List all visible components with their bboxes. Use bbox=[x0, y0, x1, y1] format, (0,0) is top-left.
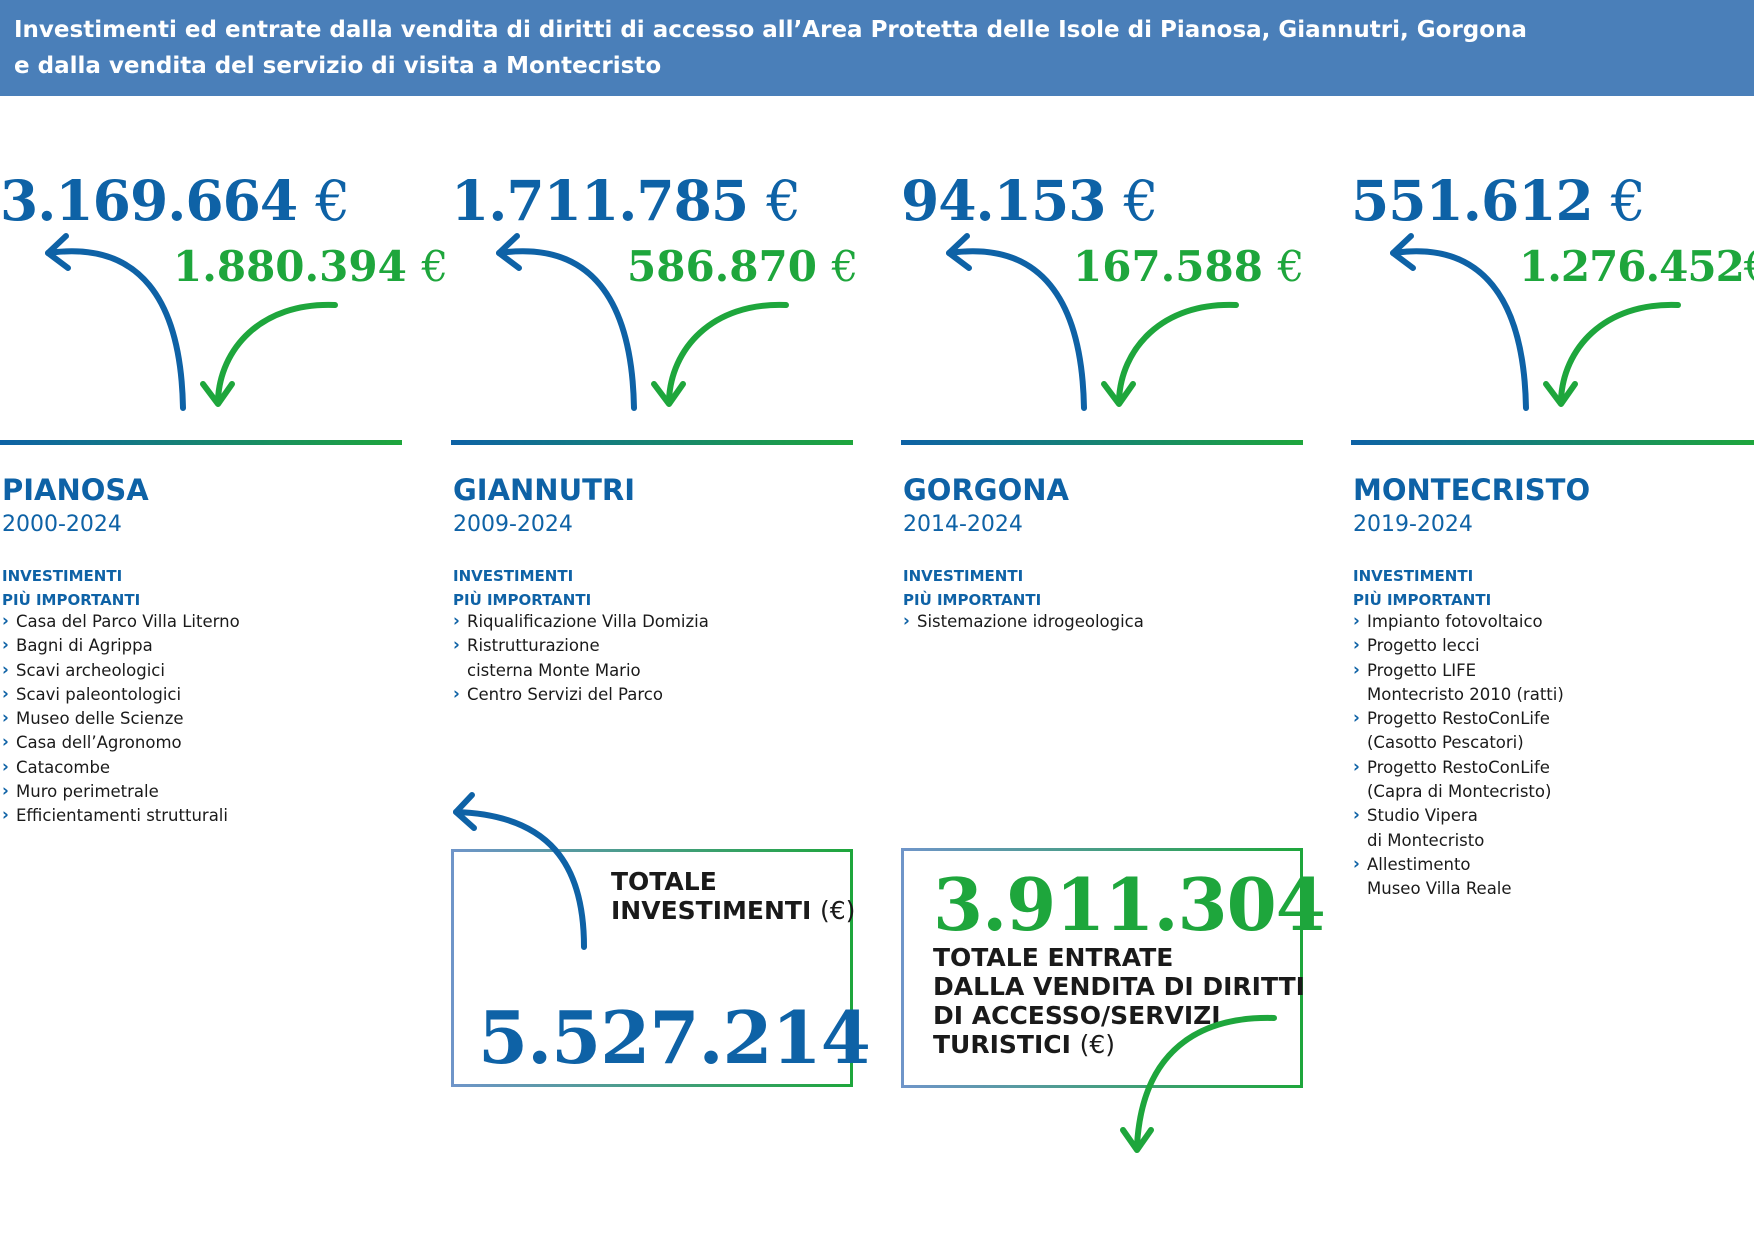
revenue-amount: 586.870 € bbox=[627, 242, 859, 291]
investments-label: INVESTIMENTI PIÙ IMPORTANTI bbox=[453, 567, 592, 609]
list-item: cisterna Monte Mario bbox=[467, 660, 641, 680]
total-revenues-title: TOTALE ENTRATE DALLA VENDITA DI DIRITTI … bbox=[933, 943, 1305, 1059]
list-item: (Casotto Pescatori) bbox=[1367, 733, 1524, 753]
total-revenues-box: 3.911.304 TOTALE ENTRATE DALLA VENDITA D… bbox=[901, 848, 1326, 1088]
page-title-line-1: Investimenti ed entrate dalla vendita di… bbox=[14, 17, 1527, 43]
total-investments-title: TOTALE INVESTIMENTI (€) bbox=[611, 867, 856, 925]
revenue-arrowhead bbox=[1101, 381, 1136, 407]
list-item: Museo delle Scienze bbox=[2, 706, 240, 731]
list-item: Catacombe bbox=[2, 755, 240, 780]
revenue-arrow bbox=[215, 301, 338, 403]
revenue-arrowhead bbox=[651, 381, 686, 407]
list-item: Bagni di Agrippa bbox=[2, 633, 240, 658]
list-item: Centro Servizi del Parco bbox=[453, 682, 709, 707]
list-item: Impianto fotovoltaico bbox=[1353, 609, 1564, 634]
list-item: Progetto RestoConLife bbox=[1353, 706, 1564, 731]
island-montecristo: 551.612 € 1.276.452€ MONTECRISTO 2019-20… bbox=[1351, 160, 1754, 920]
list-item: Progetto lecci bbox=[1353, 633, 1564, 658]
island-gorgona: 94.153 € 167.588 € GORGONA 2014-2024 INV… bbox=[901, 160, 1321, 920]
list-item: Ristrutturazione bbox=[453, 633, 709, 658]
island-giannutri: 1.711.785 € 586.870 € GIANNUTRI 2009-202… bbox=[451, 160, 871, 920]
list-item: Museo Villa Reale bbox=[1367, 879, 1512, 899]
total-investments-value: 5.527.214 bbox=[478, 995, 871, 1080]
investment-arrow bbox=[453, 809, 587, 950]
island-years: 2014-2024 bbox=[903, 512, 1023, 537]
list-item: Montecristo 2010 (ratti) bbox=[1367, 684, 1564, 704]
list-item: Sistemazione idrogeologica bbox=[903, 609, 1144, 634]
list-item: Scavi paleontologici bbox=[2, 682, 240, 707]
investments-label: INVESTIMENTI PIÙ IMPORTANTI bbox=[1353, 567, 1492, 609]
island-name: GIANNUTRI bbox=[453, 473, 636, 507]
investments-list: Riqualificazione Villa Domizia Ristruttu… bbox=[453, 609, 709, 707]
total-investments-arrow bbox=[453, 792, 587, 950]
list-item: Riqualificazione Villa Domizia bbox=[453, 609, 709, 634]
investments-list: Impianto fotovoltaico Progetto lecci Pro… bbox=[1353, 609, 1564, 902]
list-item: Allestimento bbox=[1353, 852, 1564, 877]
investment-amount: 551.612 € bbox=[1351, 168, 1646, 233]
page-header: Investimenti ed entrate dalla vendita di… bbox=[0, 0, 1754, 96]
investment-arrow bbox=[1390, 248, 1529, 411]
flow-arrows bbox=[1390, 233, 1681, 411]
divider-line bbox=[901, 440, 1303, 445]
list-item: Efficientamenti strutturali bbox=[2, 803, 240, 828]
revenue-arrow bbox=[666, 301, 789, 403]
island-pianosa: 3.169.664 € 1.880.394 € PIANOSA 2000-202… bbox=[0, 160, 448, 920]
divider-line bbox=[451, 440, 853, 445]
divider-line bbox=[0, 440, 402, 445]
flow-arrows bbox=[45, 233, 338, 411]
island-name: GORGONA bbox=[903, 473, 1069, 507]
revenue-arrow bbox=[1558, 301, 1681, 403]
total-investments-box: TOTALE INVESTIMENTI (€) 5.527.214 bbox=[451, 849, 871, 1087]
investments-list: Casa del Parco Villa Literno Bagni di Ag… bbox=[2, 609, 240, 829]
revenue-amount: 1.880.394 € bbox=[173, 242, 449, 291]
investment-amount: 1.711.785 € bbox=[451, 168, 801, 233]
list-item: Progetto RestoConLife bbox=[1353, 755, 1564, 780]
investment-arrowhead bbox=[496, 233, 522, 271]
list-item: Casa del Parco Villa Literno bbox=[2, 609, 240, 634]
revenue-arrowhead bbox=[1120, 1127, 1154, 1153]
island-name: MONTECRISTO bbox=[1353, 473, 1591, 507]
revenue-arrowhead bbox=[1543, 381, 1578, 407]
island-years: 2009-2024 bbox=[453, 512, 573, 537]
revenue-amount: 167.588 € bbox=[1073, 242, 1305, 291]
investment-arrowhead bbox=[1390, 233, 1416, 271]
revenue-arrow bbox=[1134, 1014, 1277, 1149]
flow-arrows bbox=[496, 233, 789, 411]
list-item: Scavi archeologici bbox=[2, 658, 240, 683]
total-revenues-value: 3.911.304 bbox=[933, 862, 1326, 947]
list-item: Studio Vipera bbox=[1353, 803, 1564, 828]
page-title-line-2: e dalla vendita del servizio di visita a… bbox=[14, 53, 662, 79]
revenue-arrowhead bbox=[200, 381, 235, 407]
list-item: di Montecristo bbox=[1367, 830, 1485, 850]
investment-arrowhead bbox=[45, 233, 71, 271]
revenue-arrow bbox=[1116, 301, 1239, 403]
investments-label: INVESTIMENTI PIÙ IMPORTANTI bbox=[2, 567, 141, 609]
list-item: (Capra di Montecristo) bbox=[1367, 782, 1552, 802]
list-item: Progetto LIFE bbox=[1353, 658, 1564, 683]
list-item: Muro perimetrale bbox=[2, 779, 240, 804]
investment-arrowhead bbox=[946, 233, 972, 271]
investment-amount: 3.169.664 € bbox=[0, 168, 350, 233]
investment-arrowhead bbox=[453, 792, 477, 831]
flow-arrows bbox=[946, 233, 1239, 411]
investments-label: INVESTIMENTI PIÙ IMPORTANTI bbox=[903, 567, 1042, 609]
divider-line bbox=[1351, 440, 1754, 445]
island-name: PIANOSA bbox=[2, 473, 149, 507]
island-years: 2019-2024 bbox=[1353, 512, 1473, 537]
island-years: 2000-2024 bbox=[2, 512, 122, 537]
revenue-amount: 1.276.452€ bbox=[1519, 242, 1754, 291]
investment-arrow bbox=[496, 248, 637, 411]
investment-amount: 94.153 € bbox=[901, 168, 1159, 233]
list-item: Casa dell’Agronomo bbox=[2, 730, 240, 755]
total-revenues-arrow bbox=[1120, 1014, 1277, 1153]
investment-arrow bbox=[45, 248, 186, 411]
investment-arrow bbox=[946, 248, 1087, 411]
investments-list: Sistemazione idrogeologica bbox=[903, 609, 1144, 634]
